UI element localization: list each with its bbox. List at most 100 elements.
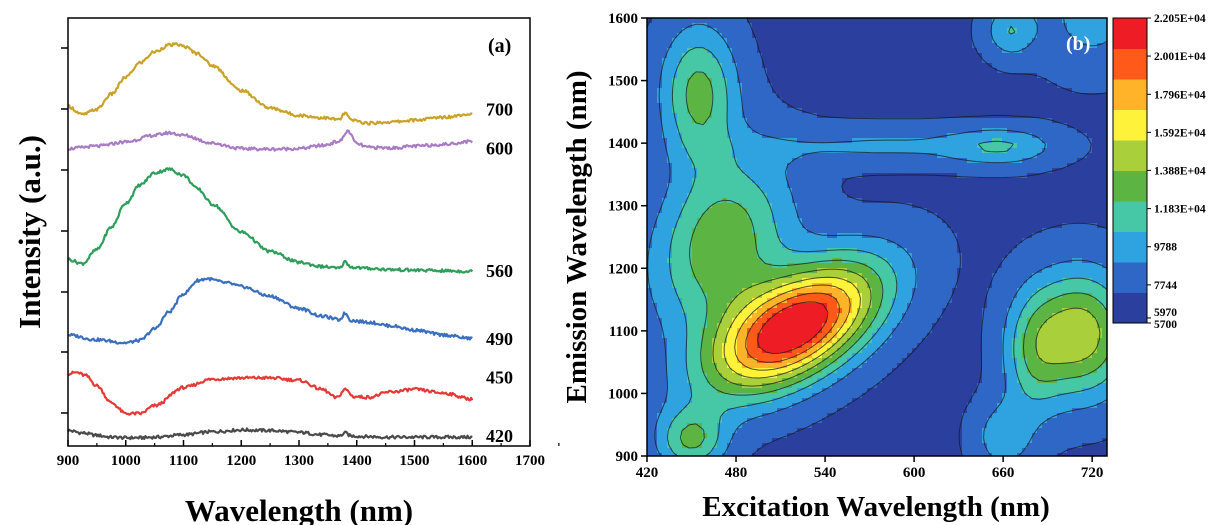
heat-cell xyxy=(877,183,883,189)
heat-cell xyxy=(662,88,668,94)
heat-cell xyxy=(787,33,793,39)
heat-cell xyxy=(702,218,708,224)
heat-cell xyxy=(747,248,753,254)
heat-cell xyxy=(902,48,908,54)
heat-cell xyxy=(732,278,738,284)
heat-cell xyxy=(1057,258,1063,264)
heat-cell xyxy=(777,118,783,124)
heat-cell xyxy=(947,73,953,79)
heat-cell xyxy=(827,228,833,234)
heat-cell xyxy=(847,118,853,124)
heat-cell xyxy=(727,18,733,24)
heat-cell xyxy=(1042,173,1048,179)
heat-cell xyxy=(922,183,928,189)
heat-cell xyxy=(787,143,793,149)
heat-cell xyxy=(872,148,878,154)
heat-cell xyxy=(942,43,948,49)
heat-cell xyxy=(1007,253,1013,259)
heat-cell xyxy=(732,268,738,274)
heat-cell xyxy=(812,68,818,74)
heat-cell xyxy=(652,208,658,214)
heat-cell xyxy=(682,168,688,174)
heat-cell xyxy=(792,283,798,289)
heat-cell xyxy=(852,168,858,174)
heat-cell xyxy=(932,158,938,164)
heat-cell xyxy=(717,203,723,209)
heat-cell xyxy=(1067,228,1073,234)
heat-cell xyxy=(662,233,668,239)
heat-cell xyxy=(1092,158,1098,164)
heat-cell xyxy=(1007,63,1013,69)
heat-cell xyxy=(902,258,908,264)
heat-cell xyxy=(1092,233,1098,239)
heat-cell xyxy=(757,158,763,164)
heat-cell xyxy=(982,243,988,249)
heat-cell xyxy=(922,38,928,44)
heat-cell xyxy=(747,58,753,64)
heat-cell xyxy=(902,123,908,129)
heat-cell xyxy=(1087,183,1093,189)
heat-cell xyxy=(1092,108,1098,114)
heat-cell xyxy=(907,18,913,24)
heat-cell xyxy=(742,118,748,124)
heat-cell xyxy=(1092,128,1098,134)
heat-cell xyxy=(702,158,708,164)
heat-cell xyxy=(747,208,753,214)
heat-cell xyxy=(972,148,978,154)
heat-cell xyxy=(872,203,878,209)
heat-cell xyxy=(782,53,788,59)
heat-cell xyxy=(712,278,718,284)
heat-cell xyxy=(677,58,683,64)
heat-cell xyxy=(687,283,693,289)
heat-cell xyxy=(722,218,728,224)
heat-cell xyxy=(1057,98,1063,104)
heat-cell xyxy=(832,138,838,144)
heat-cell xyxy=(967,38,973,44)
heat-cell xyxy=(792,93,798,99)
heat-cell xyxy=(762,153,768,159)
heat-cell xyxy=(1037,163,1043,169)
heat-cell xyxy=(1072,123,1078,129)
heat-cell xyxy=(672,213,678,219)
heat-cell xyxy=(982,203,988,209)
heat-cell xyxy=(702,148,708,154)
heat-cell xyxy=(777,248,783,254)
heat-cell xyxy=(957,148,963,154)
heat-cell xyxy=(1097,28,1103,34)
heat-cell xyxy=(947,98,953,104)
heat-cell xyxy=(947,33,953,39)
heat-cell xyxy=(717,263,723,269)
heat-cell xyxy=(947,203,953,209)
heat-cell xyxy=(1042,213,1048,219)
heat-cell xyxy=(822,33,828,39)
heat-cell xyxy=(792,198,798,204)
heat-cell xyxy=(937,193,943,199)
heat-cell xyxy=(1022,108,1028,114)
heat-cell xyxy=(797,103,803,109)
heat-cell xyxy=(1052,33,1058,39)
heat-cell xyxy=(1057,208,1063,214)
heat-cell xyxy=(1082,93,1088,99)
heat-cell xyxy=(892,48,898,54)
heat-cell xyxy=(862,183,868,189)
heat-cell xyxy=(762,98,768,104)
heat-cell xyxy=(762,128,768,134)
heat-cell xyxy=(957,213,963,219)
heat-cell xyxy=(1012,198,1018,204)
heat-cell xyxy=(977,223,983,229)
heat-cell xyxy=(812,213,818,219)
heat-cell xyxy=(672,53,678,59)
heat-cell xyxy=(727,273,733,279)
heat-cell xyxy=(1052,48,1058,54)
heat-cell xyxy=(952,223,958,229)
heat-cell xyxy=(947,28,953,34)
heat-cell xyxy=(1027,153,1033,159)
heat-cell xyxy=(802,28,808,34)
heat-cell xyxy=(1047,38,1053,44)
heat-cell xyxy=(827,138,833,144)
heat-cell xyxy=(1092,93,1098,99)
heat-cell xyxy=(1052,183,1058,189)
heat-cell xyxy=(917,88,923,94)
heat-cell xyxy=(787,63,793,69)
heat-cell xyxy=(792,193,798,199)
